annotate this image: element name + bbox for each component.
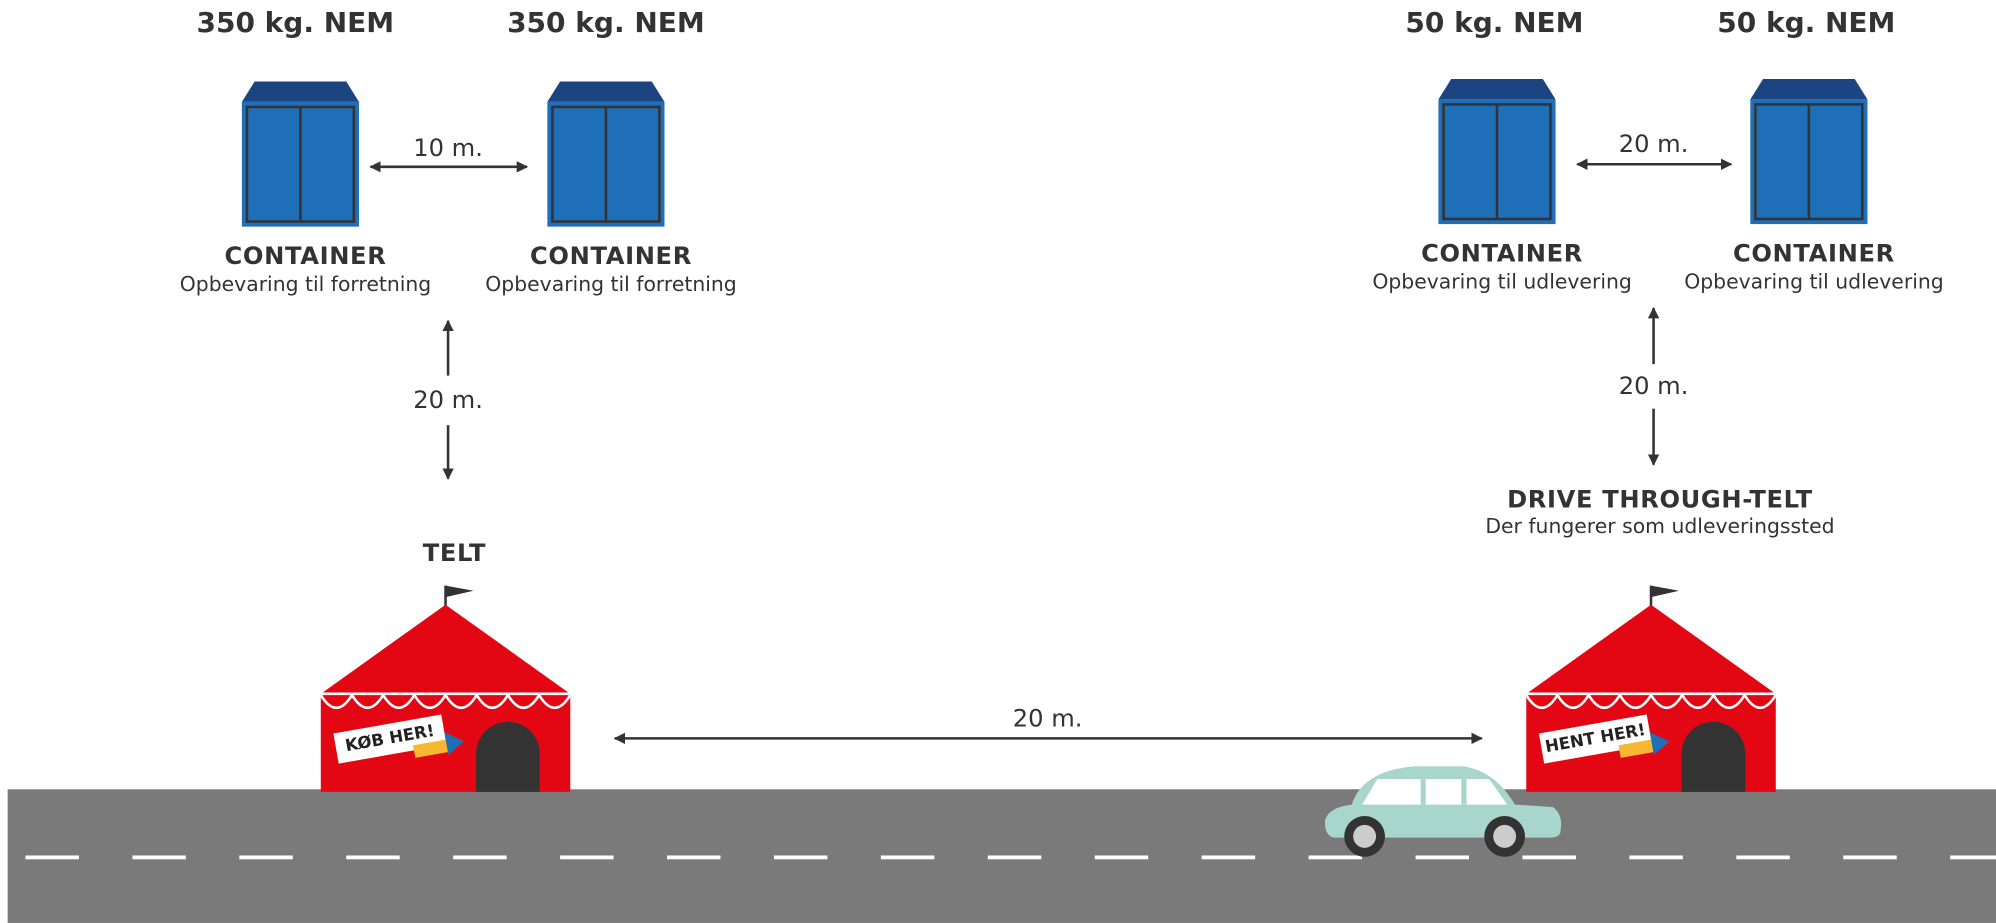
lane-dash bbox=[1309, 855, 1362, 859]
tent-door bbox=[1682, 722, 1746, 792]
container-roof bbox=[1438, 79, 1555, 99]
tent-label: TELT bbox=[423, 539, 486, 567]
container-description: Opbevaring til udlevering bbox=[1372, 270, 1631, 294]
flag bbox=[446, 586, 474, 597]
lane-dash bbox=[667, 855, 720, 859]
lane-dash bbox=[1736, 855, 1789, 859]
container bbox=[1438, 79, 1555, 224]
container-weight: 50 kg. NEM bbox=[1405, 6, 1583, 39]
lane-dash bbox=[453, 855, 506, 859]
tent-roof bbox=[1526, 605, 1776, 694]
lane-dash bbox=[25, 855, 78, 859]
tent: KØB HER! bbox=[321, 586, 571, 792]
container-weight: 50 kg. NEM bbox=[1717, 6, 1895, 39]
container-description: Opbevaring til forretning bbox=[485, 272, 736, 296]
distance-label: 10 m. bbox=[413, 134, 483, 162]
container bbox=[242, 82, 359, 227]
container-roof bbox=[242, 82, 359, 102]
tent-roof bbox=[321, 605, 571, 694]
tent-label: DRIVE THROUGH-TELT bbox=[1507, 485, 1813, 513]
lane-dash bbox=[988, 855, 1041, 859]
container-roof bbox=[547, 82, 664, 102]
lane-dash bbox=[560, 855, 613, 859]
distance-label: 20 m. bbox=[1619, 372, 1689, 400]
distance-label: 20 m. bbox=[1013, 704, 1083, 732]
container-label: CONTAINER bbox=[1421, 240, 1583, 268]
lane-dash bbox=[1416, 855, 1469, 859]
container-weight: 350 kg. NEM bbox=[196, 6, 394, 39]
flag bbox=[1651, 586, 1679, 597]
lane-dash bbox=[774, 855, 827, 859]
lane-dash bbox=[1522, 855, 1575, 859]
lane-dash bbox=[1843, 855, 1896, 859]
lane-dash bbox=[132, 855, 185, 859]
distance-label: 20 m. bbox=[413, 386, 483, 414]
container-weight: 350 kg. NEM bbox=[507, 6, 705, 39]
container-description: Opbevaring til udlevering bbox=[1684, 270, 1943, 294]
container-label: CONTAINER bbox=[225, 242, 387, 270]
tent: HENT HER! bbox=[1526, 586, 1776, 792]
lane-dash bbox=[881, 855, 934, 859]
lane-dash bbox=[1629, 855, 1682, 859]
distance-label: 20 m. bbox=[1619, 130, 1689, 158]
diagram: 10 m. 20 m. 20 m. 20 m. 20 m. TELT DRIVE… bbox=[0, 0, 1996, 923]
lane-dash bbox=[239, 855, 292, 859]
lane-dash bbox=[1095, 855, 1148, 859]
tent-description: Der fungerer som udleveringssted bbox=[1485, 514, 1834, 538]
container-roof bbox=[1750, 79, 1867, 99]
container-description: Opbevaring til forretning bbox=[180, 272, 431, 296]
container-label: CONTAINER bbox=[1733, 240, 1895, 268]
lane-dash bbox=[1202, 855, 1255, 859]
lane-dash bbox=[346, 855, 399, 859]
container bbox=[1750, 79, 1867, 224]
container bbox=[547, 82, 664, 227]
tent-door bbox=[476, 722, 540, 792]
lane-dash bbox=[1950, 855, 1996, 859]
container-label: CONTAINER bbox=[530, 242, 692, 270]
